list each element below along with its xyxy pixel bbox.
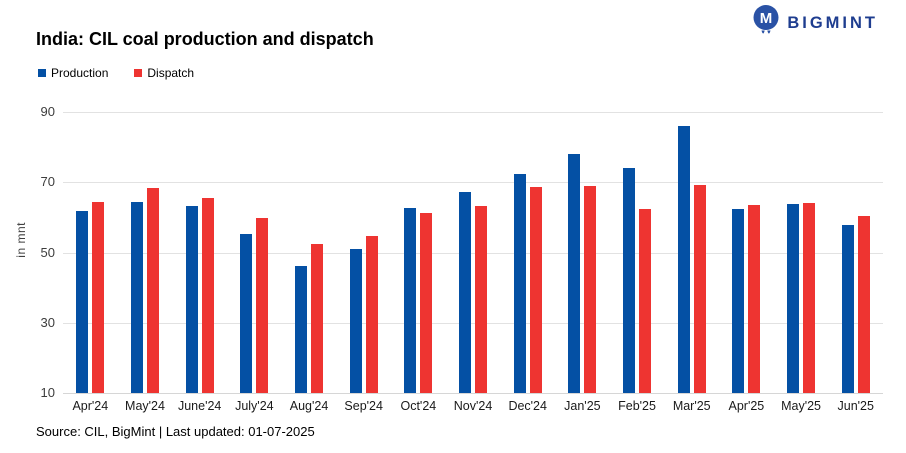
- legend-swatch-icon: [38, 69, 46, 77]
- x-tick-label: May'25: [781, 399, 822, 413]
- bar-production: [459, 192, 472, 393]
- gridline: [63, 182, 883, 184]
- x-tick-label: Dec'24: [508, 399, 547, 413]
- bar-dispatch: [693, 185, 706, 393]
- x-tick-label: Sep'24: [344, 399, 383, 413]
- bar-production: [841, 225, 854, 393]
- bar-dispatch: [147, 187, 159, 393]
- x-tick-label: Nov'24: [453, 399, 493, 413]
- bar-dispatch: [420, 212, 433, 393]
- x-tick-label: Apr'24: [72, 399, 109, 413]
- chart-title: India: CIL coal production and dispatch: [36, 29, 374, 49]
- gridline: [63, 112, 883, 113]
- bar-dispatch: [803, 203, 816, 393]
- bar-group-aug24: [282, 112, 337, 393]
- bar-production: [404, 207, 417, 393]
- bar-group-june24: [172, 112, 227, 393]
- x-tick-label: July'24: [235, 399, 274, 413]
- bar-group-apr24: [63, 112, 118, 393]
- legend-swatch-icon: [134, 69, 143, 77]
- bar-dispatch: [311, 244, 324, 393]
- bar-dispatch: [201, 198, 214, 393]
- bar-production: [677, 126, 690, 393]
- x-tick-label: Oct'24: [400, 399, 437, 413]
- bar-production: [732, 209, 745, 393]
- legend-label: Production: [51, 66, 109, 80]
- x-tick-label: June'24: [177, 399, 222, 413]
- bar-group-feb25: [610, 112, 665, 393]
- bar-production: [568, 154, 581, 393]
- y-axis-unit-label: in mnt: [14, 222, 28, 258]
- y-tick-label: 70: [40, 174, 55, 190]
- bigmint-logo: M BIGMINT: [751, 4, 878, 42]
- bar-dispatch: [529, 186, 542, 393]
- y-tick-label: 10: [40, 385, 55, 400]
- bar-dispatch: [365, 236, 378, 393]
- legend-label: Dispatch: [147, 66, 195, 80]
- bar-production: [131, 201, 143, 393]
- bar-group-apr25: [719, 112, 774, 393]
- svg-text:M: M: [760, 10, 773, 27]
- bar-group-oct24: [391, 112, 446, 393]
- bar-group-nov24: [446, 112, 501, 393]
- bar-dispatch: [92, 201, 105, 393]
- legend-item-dispatch: Dispatch: [134, 66, 194, 80]
- bar-production: [76, 211, 89, 393]
- y-tick-label: 30: [40, 314, 55, 330]
- gridline: [63, 252, 883, 254]
- source-note: Source: CIL, BigMint | Last updated: 01-…: [36, 424, 315, 439]
- bar-group-may25: [774, 112, 829, 393]
- bigmint-logo-icon: M: [751, 4, 781, 42]
- x-tick-label: Jan'25: [564, 399, 601, 413]
- bar-production: [623, 167, 636, 393]
- bigmint-logo-text: BIGMINT: [787, 13, 878, 32]
- y-tick-label: 90: [40, 104, 55, 119]
- bar-dispatch: [639, 208, 652, 393]
- bar-group-jun25: [828, 112, 883, 393]
- x-tick-label: Feb'25: [618, 399, 656, 413]
- plot-area: [63, 112, 883, 394]
- bar-production: [349, 249, 362, 393]
- x-tick-label: Mar'25: [672, 399, 711, 413]
- bars-container: [63, 112, 883, 393]
- legend-item-production: Production: [38, 66, 108, 80]
- gridline: [63, 322, 883, 324]
- x-tick-label: May'24: [125, 399, 165, 413]
- bar-group-may24: [118, 112, 173, 393]
- bar-production: [185, 206, 198, 393]
- bar-group-dec24: [500, 112, 555, 393]
- y-tick-label: 50: [40, 244, 55, 260]
- bar-dispatch: [475, 206, 488, 393]
- bar-dispatch: [256, 218, 269, 393]
- bar-group-mar25: [664, 112, 719, 393]
- bar-group-july24: [227, 112, 282, 393]
- bar-production: [240, 233, 253, 393]
- x-axis-baseline: [63, 393, 883, 394]
- bar-dispatch: [748, 205, 761, 393]
- chart-legend: Production Dispatch: [38, 66, 194, 80]
- bar-dispatch: [584, 186, 597, 393]
- x-tick-label: Apr'25: [728, 399, 765, 413]
- bar-group-sep24: [336, 112, 391, 393]
- bar-production: [787, 204, 800, 393]
- bar-dispatch: [857, 215, 870, 393]
- x-tick-label: Aug'24: [289, 399, 329, 413]
- x-tick-label: Jun'25: [837, 399, 874, 413]
- bar-production: [513, 173, 526, 393]
- bar-group-jan25: [555, 112, 610, 393]
- bar-production: [295, 265, 308, 393]
- x-axis: Apr'24 May'24 June'24 July'24 Aug'24 Sep'24 Oc…: [63, 399, 883, 413]
